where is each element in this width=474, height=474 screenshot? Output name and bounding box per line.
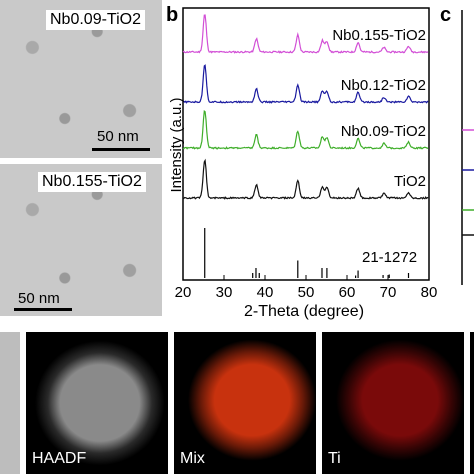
scale-text-bottom: 50 nm xyxy=(18,290,60,307)
x-tick-label-0: 20 xyxy=(175,284,192,301)
x-tick-label-5: 70 xyxy=(380,284,397,301)
ti-label: Ti xyxy=(328,450,341,467)
x-tick-label-2: 40 xyxy=(257,284,274,301)
panel-letter-c: c xyxy=(440,4,452,26)
reference-label: 21-1272 xyxy=(362,249,417,266)
x-axis-label: 2-Theta (degree) xyxy=(244,303,364,320)
series-label-2: Nb0.09-TiO2 xyxy=(341,123,426,140)
x-tick-label-6: 80 xyxy=(421,284,438,301)
y-axis-label: Intensity (a.u.) xyxy=(168,97,185,192)
x-tick-label-4: 60 xyxy=(339,284,356,301)
tem-label-nb0155: Nb0.155-TiO2 xyxy=(38,172,146,192)
tem-strip-left xyxy=(0,332,20,474)
tem-label-nb009: Nb0.09-TiO2 xyxy=(46,10,145,30)
xrd-trace-0 xyxy=(182,14,429,54)
xrd-trace-1 xyxy=(182,64,429,104)
x-tick-label-3: 50 xyxy=(298,284,315,301)
haadf-label: HAADF xyxy=(32,450,87,467)
x-tick-label-1: 30 xyxy=(216,284,233,301)
mix-map xyxy=(174,332,316,474)
scale-bar-bottom xyxy=(14,308,72,311)
panel-letter-b: b xyxy=(166,4,179,26)
series-label-1: Nb0.12-TiO2 xyxy=(341,77,426,94)
mix-label: Mix xyxy=(180,450,205,467)
series-label-0: Nb0.155-TiO2 xyxy=(332,27,426,44)
scale-text-top: 50 nm xyxy=(97,128,139,145)
haadf-map xyxy=(26,332,168,474)
xrd-trace-3 xyxy=(182,158,429,200)
xrd-trace-2 xyxy=(182,109,429,150)
scale-bar-top xyxy=(92,148,150,151)
map-strip-right xyxy=(470,332,474,474)
ti-map xyxy=(322,332,464,474)
series-label-3: TiO2 xyxy=(394,173,426,190)
